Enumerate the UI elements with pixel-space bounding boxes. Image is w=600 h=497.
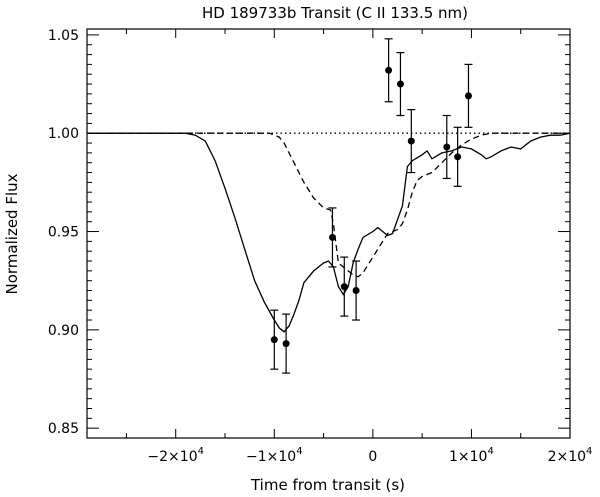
data-point <box>396 51 405 117</box>
data-point <box>384 38 393 103</box>
chart-title: HD 189733b Transit (C II 133.5 nm) <box>202 4 468 22</box>
y-axis-title: Normalized Flux <box>3 173 21 294</box>
y-tick-label: 0.85 <box>48 421 79 437</box>
data-point <box>282 313 291 374</box>
data-point <box>442 114 451 180</box>
data-marker <box>352 287 360 295</box>
data-point <box>464 63 473 128</box>
y-tick-label: 1.05 <box>48 28 79 44</box>
data-marker <box>340 283 348 291</box>
data-point <box>352 260 361 321</box>
series-layer <box>87 132 571 333</box>
series-solid-line <box>87 132 571 333</box>
data-marker <box>328 233 336 241</box>
series-dashed-line <box>87 132 570 278</box>
ticks-layer: −2×104 −1×104 0 1×104 2×104 0.85 0.90 0.95 1.00 1… <box>48 28 593 465</box>
data-marker <box>407 137 415 145</box>
x-axis-title: Time from transit (s) <box>250 476 405 494</box>
data-marker <box>443 143 451 151</box>
data-marker <box>282 340 290 348</box>
y-tick-label: 0.90 <box>48 323 79 339</box>
data-point <box>453 126 462 187</box>
data-marker <box>464 92 472 100</box>
x-tick-label: 0 <box>368 449 377 465</box>
data-marker <box>270 336 278 344</box>
data-point <box>407 109 416 174</box>
y-tick-label: 0.95 <box>48 225 79 241</box>
y-tick-label: 1.00 <box>48 126 79 142</box>
data-point <box>270 309 279 370</box>
data-marker <box>385 66 393 74</box>
x-tick-label: 2×104 <box>548 446 593 465</box>
x-tick-label: −1×104 <box>246 446 303 465</box>
data-marker <box>454 153 462 161</box>
data-marker <box>396 80 404 88</box>
x-tick-label: 1×104 <box>449 446 494 465</box>
data-point <box>340 256 349 317</box>
plot-frame <box>86 28 571 439</box>
x-tick-label: −2×104 <box>147 446 204 465</box>
data-points-layer <box>270 38 473 374</box>
data-point <box>328 207 337 268</box>
